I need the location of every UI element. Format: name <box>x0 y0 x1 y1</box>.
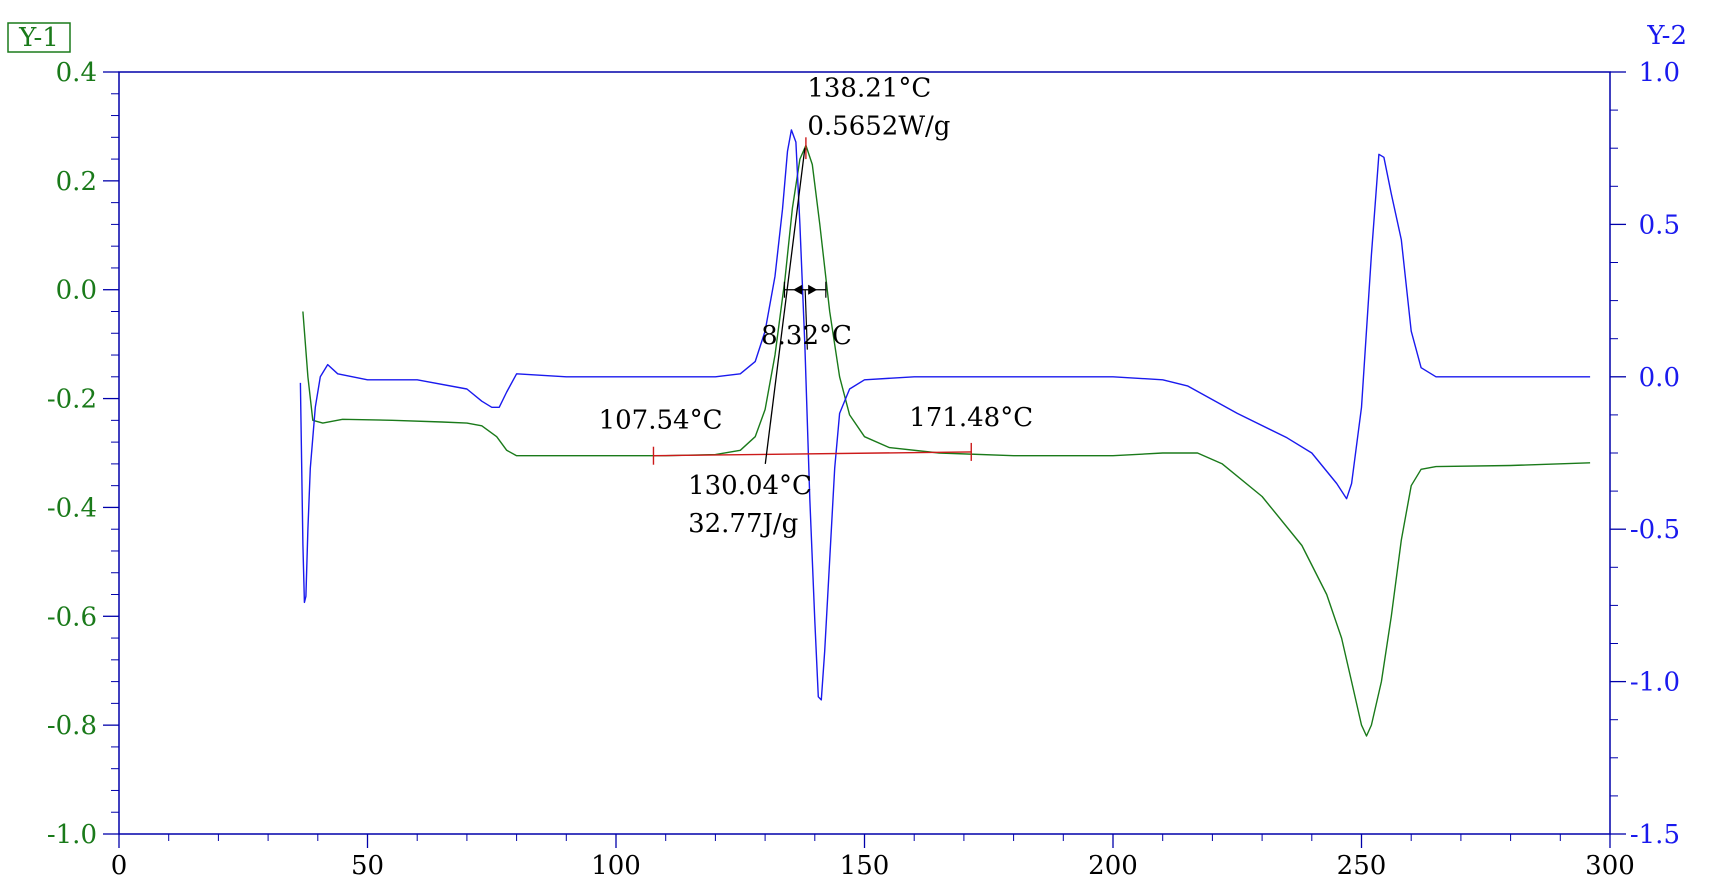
annotation-onset-temp: 130.04°C <box>688 471 812 501</box>
y1-tick-label: 0.2 <box>56 167 97 197</box>
y2-tick-label: -1.0 <box>1630 668 1680 698</box>
y1-tick-label: -1.0 <box>47 820 97 850</box>
x-tick-label: 0 <box>111 851 128 881</box>
y2-tick-label: 0.0 <box>1639 363 1680 393</box>
width-arrow-right-head <box>808 284 818 295</box>
y1-tick-label: -0.4 <box>47 493 97 523</box>
x-axis: 0 50 100 150 200 250 300 <box>111 834 1635 881</box>
y2-tick-label: -1.5 <box>1630 820 1680 850</box>
width-label-leader <box>804 289 808 350</box>
series-layer <box>299 129 1591 737</box>
y1-title: Y-1 <box>18 23 59 53</box>
y2-series-line <box>299 129 1591 701</box>
y1-title-box <box>7 22 71 53</box>
annotation-peak-width: 8.32°C <box>761 321 852 351</box>
annotation-peak-heatflow: 0.5652W/g <box>807 112 950 142</box>
onset-tangent-line <box>764 148 806 464</box>
x-tick-label: 150 <box>840 851 890 881</box>
x-tick-label: 200 <box>1088 851 1138 881</box>
y2-tick-label: 0.5 <box>1639 210 1680 240</box>
integration-baseline <box>653 451 972 457</box>
x-tick-label: 100 <box>591 851 641 881</box>
x-tick-label: 300 <box>1585 851 1635 881</box>
y1-tick-label: 0.4 <box>56 58 97 88</box>
y1-tick-label: -0.8 <box>47 711 97 741</box>
y1-series-line <box>302 144 1591 737</box>
annotation-enthalpy: 32.77J/g <box>688 509 798 539</box>
y2-tick-label: 1.0 <box>1639 58 1680 88</box>
annotation-markers <box>652 137 972 465</box>
y1-tick-label: 0.0 <box>56 276 97 306</box>
y1-tick-label: -0.2 <box>47 385 97 415</box>
x-tick-label: 50 <box>351 851 384 881</box>
y2-tick-label: -0.5 <box>1630 515 1680 545</box>
y1-axis: 0.4 0.2 0.0 -0.2 -0.4 -0.6 -0.8 -1.0 <box>47 58 119 850</box>
y2-title: Y-2 <box>1646 21 1687 51</box>
annotation-peak-temp: 138.21°C <box>807 73 931 103</box>
annotation-end-temp: 171.48°C <box>909 403 1033 433</box>
y1-axis-title: Y-1 <box>7 22 71 53</box>
width-arrow-left-head <box>793 284 803 295</box>
y2-axis: 1.0 0.5 0.0 -0.5 -1.0 -1.5 <box>1610 58 1680 850</box>
annotation-start-temp: 107.54°C <box>599 406 723 436</box>
x-tick-label: 250 <box>1337 851 1387 881</box>
annotation-labels: 138.21°C 0.5652W/g 8.32°C 107.54°C 171.48°C 1… <box>599 73 1034 538</box>
y1-tick-label: -0.6 <box>47 602 97 632</box>
